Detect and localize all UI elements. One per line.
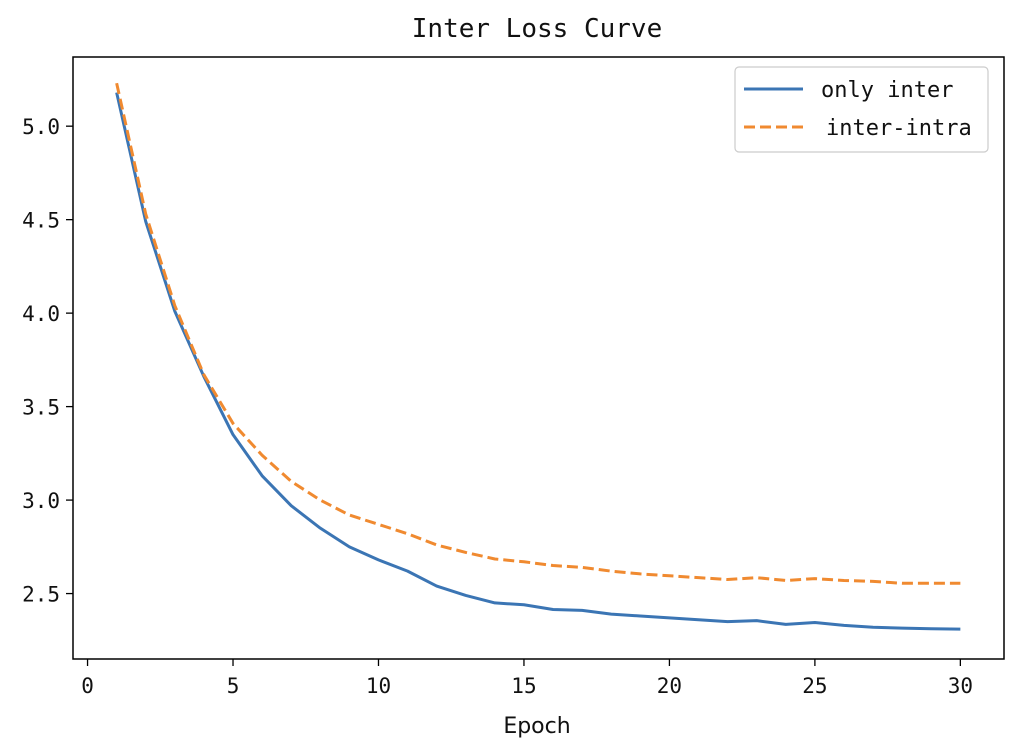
x-axis: 0 5 10 15 20 25 30: [81, 659, 973, 698]
x-tick-label: 10: [366, 674, 391, 698]
y-tick-label: 3.5: [22, 396, 60, 420]
x-tick-label: 15: [511, 674, 536, 698]
x-tick-label: 0: [81, 674, 94, 698]
series-line-inter-intra: [115, 82, 961, 585]
series-line-only-inter: [115, 92, 961, 631]
x-tick-label: 5: [227, 674, 240, 698]
y-tick-label: 4.0: [22, 302, 60, 326]
plot-frame: [72, 56, 1005, 660]
x-axis-label: Epoch: [503, 714, 570, 739]
y-tick-label: 4.5: [22, 209, 60, 233]
y-tick-label: 2.5: [22, 583, 60, 607]
chart-title: Inter Loss Curve: [412, 14, 662, 44]
series-layer: [115, 82, 961, 631]
x-tick-label: 20: [657, 674, 682, 698]
y-axis: 2.5 3.0 3.5 4.0 4.5 5.0: [22, 115, 73, 607]
legend-label-inter-intra: inter-intra: [826, 116, 972, 141]
x-tick-label: 25: [802, 674, 827, 698]
y-tick-label: 3.0: [22, 489, 60, 513]
x-tick-label: 30: [948, 674, 973, 698]
legend: only inter inter-intra: [734, 66, 989, 153]
y-tick-label: 5.0: [22, 115, 60, 139]
legend-label-only-inter: only inter: [821, 78, 953, 103]
